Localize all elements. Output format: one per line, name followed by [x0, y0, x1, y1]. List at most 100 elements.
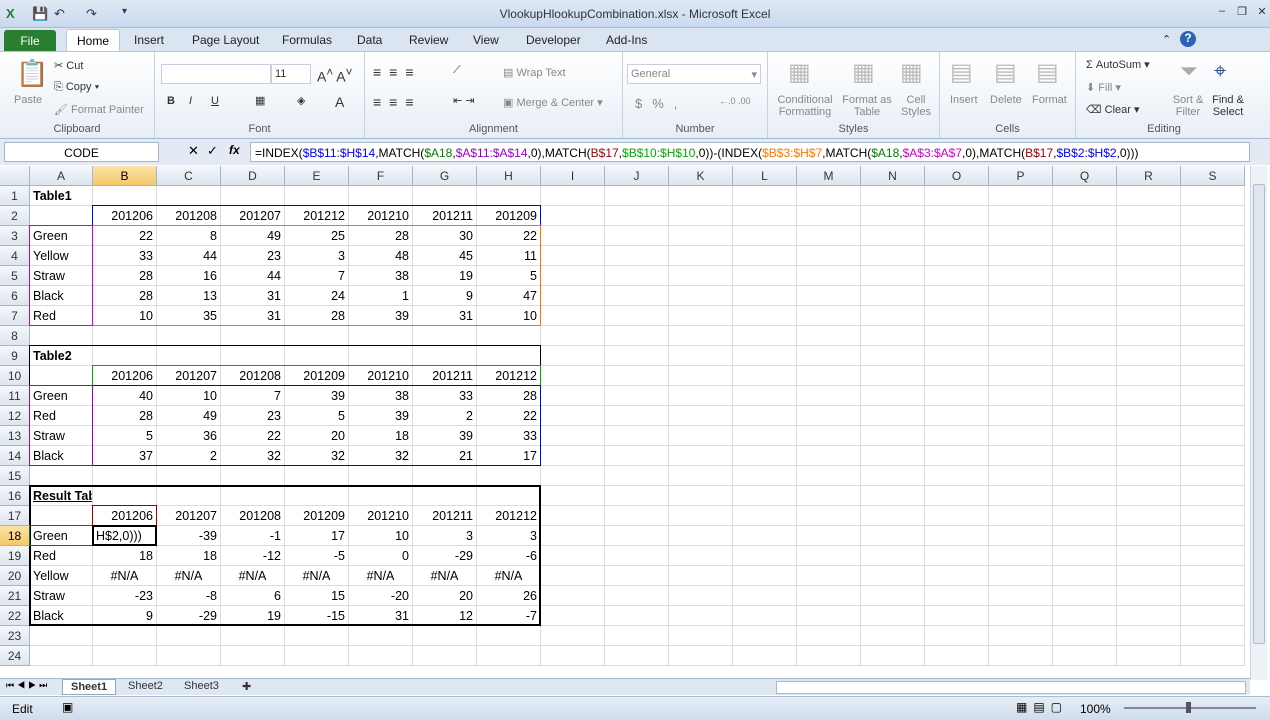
cell-P6[interactable]: [989, 286, 1053, 306]
cell-P16[interactable]: [989, 486, 1053, 506]
cell-F1[interactable]: [349, 186, 413, 206]
cell-M13[interactable]: [797, 426, 861, 446]
cell-H21[interactable]: 26: [477, 586, 541, 606]
cell-R3[interactable]: [1117, 226, 1181, 246]
cell-B8[interactable]: [93, 326, 157, 346]
copy-button[interactable]: ⎘ Copy ▾: [54, 81, 100, 93]
cell-O11[interactable]: [925, 386, 989, 406]
cell-C9[interactable]: [157, 346, 221, 366]
cell-Q14[interactable]: [1053, 446, 1117, 466]
cell-I23[interactable]: [541, 626, 605, 646]
row-header-14[interactable]: 14: [0, 446, 30, 466]
cell-L4[interactable]: [733, 246, 797, 266]
cell-P4[interactable]: [989, 246, 1053, 266]
row-header-22[interactable]: 22: [0, 606, 30, 626]
cell-G8[interactable]: [413, 326, 477, 346]
cell-A23[interactable]: [30, 626, 93, 646]
cell-E24[interactable]: [285, 646, 349, 666]
cell-K16[interactable]: [669, 486, 733, 506]
cell-L15[interactable]: [733, 466, 797, 486]
cell-E18[interactable]: 17: [285, 526, 349, 546]
cell-M16[interactable]: [797, 486, 861, 506]
cell-R21[interactable]: [1117, 586, 1181, 606]
cell-I17[interactable]: [541, 506, 605, 526]
cell-N9[interactable]: [861, 346, 925, 366]
cell-G7[interactable]: 31: [413, 306, 477, 326]
tab-home[interactable]: Home: [66, 29, 120, 53]
cell-C16[interactable]: [157, 486, 221, 506]
cell-F23[interactable]: [349, 626, 413, 646]
cell-S15[interactable]: [1181, 466, 1245, 486]
cell-D9[interactable]: [221, 346, 285, 366]
cell-B19[interactable]: 18: [93, 546, 157, 566]
row-header-2[interactable]: 2: [0, 206, 30, 226]
cell-G21[interactable]: 20: [413, 586, 477, 606]
row-header-10[interactable]: 10: [0, 366, 30, 386]
cell-N12[interactable]: [861, 406, 925, 426]
cell-I9[interactable]: [541, 346, 605, 366]
column-header-K[interactable]: K: [669, 166, 733, 186]
cell-H22[interactable]: -7: [477, 606, 541, 626]
cell-P10[interactable]: [989, 366, 1053, 386]
cell-H15[interactable]: [477, 466, 541, 486]
cell-F24[interactable]: [349, 646, 413, 666]
cell-N16[interactable]: [861, 486, 925, 506]
cell-R13[interactable]: [1117, 426, 1181, 446]
enter-icon[interactable]: ✓: [207, 143, 218, 158]
cell-M17[interactable]: [797, 506, 861, 526]
cell-H11[interactable]: 28: [477, 386, 541, 406]
cell-E1[interactable]: [285, 186, 349, 206]
horizontal-scrollbar[interactable]: [776, 681, 1246, 694]
cell-R11[interactable]: [1117, 386, 1181, 406]
cell-S11[interactable]: [1181, 386, 1245, 406]
cell-I5[interactable]: [541, 266, 605, 286]
cell-J4[interactable]: [605, 246, 669, 266]
cell-N10[interactable]: [861, 366, 925, 386]
cell-A16[interactable]: Result Table: [30, 486, 93, 506]
cell-F11[interactable]: 38: [349, 386, 413, 406]
cell-C5[interactable]: 16: [157, 266, 221, 286]
cell-B23[interactable]: [93, 626, 157, 646]
cell-B9[interactable]: [93, 346, 157, 366]
cell-A10[interactable]: [30, 366, 93, 386]
cell-S9[interactable]: [1181, 346, 1245, 366]
cell-L14[interactable]: [733, 446, 797, 466]
save-icon[interactable]: 💾: [32, 6, 49, 21]
cell-P2[interactable]: [989, 206, 1053, 226]
cell-S17[interactable]: [1181, 506, 1245, 526]
cell-D10[interactable]: 201208: [221, 366, 285, 386]
clear-button[interactable]: ⌫ Clear ▾: [1086, 104, 1140, 116]
cell-A1[interactable]: Table1: [30, 186, 93, 206]
number-format-select[interactable]: General ▾: [627, 64, 761, 84]
tab-insert[interactable]: Insert: [134, 33, 165, 47]
cell-C20[interactable]: #N/A: [157, 566, 221, 586]
view-buttons[interactable]: ▦▤▢: [1016, 700, 1069, 714]
cell-C23[interactable]: [157, 626, 221, 646]
cell-R19[interactable]: [1117, 546, 1181, 566]
cell-P24[interactable]: [989, 646, 1053, 666]
column-header-H[interactable]: H: [477, 166, 541, 186]
cell-S6[interactable]: [1181, 286, 1245, 306]
cell-A15[interactable]: [30, 466, 93, 486]
tab-add-ins[interactable]: Add-Ins: [606, 33, 648, 47]
cell-H10[interactable]: 201212: [477, 366, 541, 386]
scroll-thumb[interactable]: [1253, 184, 1265, 644]
wrap-text-button[interactable]: ▤ Wrap Text: [503, 67, 566, 79]
column-header-R[interactable]: R: [1117, 166, 1181, 186]
cell-D14[interactable]: 32: [221, 446, 285, 466]
cell-P15[interactable]: [989, 466, 1053, 486]
minimize-ribbon-icon[interactable]: ⌃: [1162, 34, 1172, 46]
cell-Q15[interactable]: [1053, 466, 1117, 486]
cell-E10[interactable]: 201209: [285, 366, 349, 386]
cell-C7[interactable]: 35: [157, 306, 221, 326]
sheet-nav-arrows[interactable]: ⏮◀▶⏭: [6, 680, 51, 690]
cell-O7[interactable]: [925, 306, 989, 326]
cell-Q2[interactable]: [1053, 206, 1117, 226]
cell-R9[interactable]: [1117, 346, 1181, 366]
cell-Q19[interactable]: [1053, 546, 1117, 566]
cell-K22[interactable]: [669, 606, 733, 626]
cell-P5[interactable]: [989, 266, 1053, 286]
cell-H3[interactable]: 22: [477, 226, 541, 246]
bold-button[interactable]: B: [167, 95, 175, 107]
column-header-O[interactable]: O: [925, 166, 989, 186]
